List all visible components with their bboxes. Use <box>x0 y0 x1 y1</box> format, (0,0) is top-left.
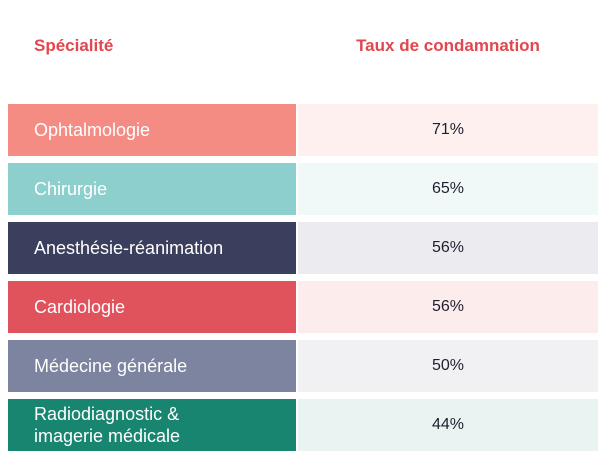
rate-value: 50% <box>298 340 598 392</box>
rate-value: 56% <box>298 281 598 333</box>
table-row: Ophtalmologie 71% <box>8 104 598 156</box>
table-row: Cardiologie 56% <box>8 281 598 333</box>
specialty-label: Ophtalmologie <box>8 104 296 156</box>
specialty-label: Médecine générale <box>8 340 296 392</box>
column-header-specialite: Spécialité <box>34 36 114 55</box>
table-row: Médecine générale 50% <box>8 340 598 392</box>
column-header-taux: Taux de condamnation <box>356 36 540 55</box>
specialty-label: Chirurgie <box>8 163 296 215</box>
specialty-label: Radiodiagnostic & imagerie médicale <box>8 399 296 451</box>
rate-value: 56% <box>298 222 598 274</box>
table-row: Radiodiagnostic & imagerie médicale 44% <box>8 399 598 451</box>
rate-value: 71% <box>298 104 598 156</box>
rate-value: 65% <box>298 163 598 215</box>
specialty-label: Cardiologie <box>8 281 296 333</box>
table-row: Anesthésie-réanimation 56% <box>8 222 598 274</box>
condemnation-table: Ophtalmologie 71% Chirurgie 65% Anesthésie-r… <box>8 104 598 458</box>
table-row: Chirurgie 65% <box>8 163 598 215</box>
rate-value: 44% <box>298 399 598 451</box>
specialty-label: Anesthésie-réanimation <box>8 222 296 274</box>
